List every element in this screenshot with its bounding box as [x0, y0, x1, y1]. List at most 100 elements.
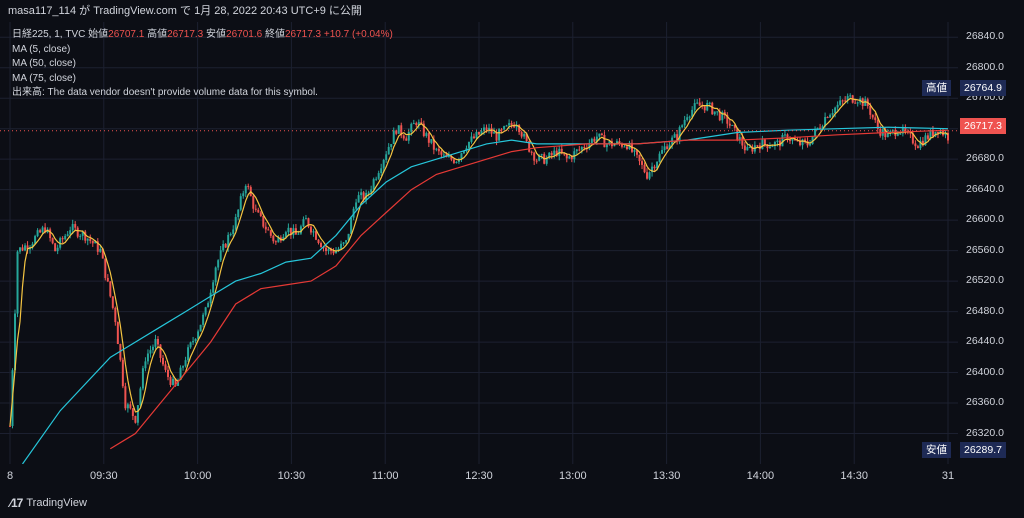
candle[interactable]: [452, 157, 455, 165]
candle[interactable]: [663, 142, 666, 153]
candle[interactable]: [425, 131, 428, 138]
candle[interactable]: [167, 365, 170, 381]
candle[interactable]: [360, 188, 363, 200]
candle[interactable]: [568, 155, 571, 160]
candle[interactable]: [844, 96, 847, 102]
candle[interactable]: [595, 132, 598, 146]
candle[interactable]: [633, 147, 636, 157]
candle[interactable]: [390, 143, 393, 151]
candle[interactable]: [54, 242, 57, 252]
candle[interactable]: [325, 245, 328, 256]
candle[interactable]: [761, 135, 764, 150]
candle[interactable]: [355, 198, 358, 211]
ma75-legend[interactable]: MA (75, close): [12, 72, 76, 84]
candle[interactable]: [131, 407, 134, 420]
ma50-line[interactable]: [22, 126, 949, 464]
candle[interactable]: [530, 150, 533, 156]
candle[interactable]: [834, 106, 837, 118]
candle[interactable]: [550, 150, 553, 159]
candle[interactable]: [947, 131, 949, 144]
candle[interactable]: [254, 204, 257, 212]
candle[interactable]: [926, 132, 929, 141]
candle[interactable]: [814, 126, 817, 140]
candle[interactable]: [309, 225, 312, 235]
candle[interactable]: [24, 243, 27, 252]
candle[interactable]: [876, 116, 879, 133]
candle[interactable]: [212, 279, 215, 294]
candle[interactable]: [164, 360, 167, 373]
candle[interactable]: [625, 145, 628, 151]
candle[interactable]: [232, 225, 235, 237]
candle[interactable]: [643, 162, 646, 174]
candle[interactable]: [651, 162, 654, 177]
candle[interactable]: [791, 137, 794, 145]
candle[interactable]: [61, 236, 64, 244]
candle[interactable]: [189, 341, 192, 349]
candle[interactable]: [172, 375, 175, 386]
candle[interactable]: [636, 149, 639, 158]
candle[interactable]: [179, 365, 182, 381]
candle[interactable]: [244, 184, 247, 198]
candle[interactable]: [317, 239, 320, 245]
candle[interactable]: [575, 148, 578, 156]
candle[interactable]: [417, 119, 420, 129]
candle[interactable]: [375, 176, 378, 181]
candle[interactable]: [19, 247, 22, 254]
candle[interactable]: [721, 110, 724, 124]
candle[interactable]: [116, 321, 119, 345]
candle[interactable]: [71, 219, 74, 235]
candle[interactable]: [440, 149, 443, 159]
candle[interactable]: [136, 404, 139, 426]
candle[interactable]: [139, 386, 142, 408]
candle[interactable]: [478, 131, 480, 136]
candle[interactable]: [79, 234, 82, 240]
candle[interactable]: [488, 123, 491, 134]
candle[interactable]: [14, 309, 17, 373]
candle[interactable]: [829, 113, 832, 118]
candle[interactable]: [465, 145, 468, 153]
candle[interactable]: [666, 143, 669, 150]
candle[interactable]: [676, 129, 679, 145]
candle[interactable]: [16, 250, 19, 318]
time-axis[interactable]: 8 09:30 10:00 10:30 11:00 12:30 13:00 13:30 14:0…: [0, 464, 958, 488]
candle[interactable]: [192, 336, 195, 345]
candle[interactable]: [36, 228, 39, 238]
candle[interactable]: [555, 147, 558, 158]
candle[interactable]: [302, 216, 305, 228]
candle[interactable]: [620, 142, 623, 149]
candle[interactable]: [648, 171, 651, 181]
candle[interactable]: [119, 343, 122, 362]
candle[interactable]: [799, 137, 802, 147]
candle[interactable]: [382, 158, 385, 173]
candle[interactable]: [535, 158, 538, 164]
candle[interactable]: [919, 136, 922, 151]
candle[interactable]: [41, 225, 44, 234]
candle[interactable]: [736, 127, 739, 142]
candle[interactable]: [247, 183, 250, 190]
candle[interactable]: [289, 227, 292, 239]
candle[interactable]: [460, 152, 463, 163]
candle[interactable]: [106, 274, 109, 283]
candle[interactable]: [819, 123, 822, 130]
candle[interactable]: [718, 108, 721, 122]
candle[interactable]: [274, 240, 277, 245]
candle[interactable]: [871, 114, 874, 120]
candle[interactable]: [849, 93, 852, 99]
candle[interactable]: [422, 120, 425, 138]
candle[interactable]: [804, 137, 807, 144]
candle[interactable]: [523, 131, 526, 139]
candle[interactable]: [224, 242, 227, 249]
candle[interactable]: [846, 93, 849, 104]
candle[interactable]: [738, 133, 741, 144]
candle[interactable]: [161, 354, 164, 367]
candle[interactable]: [229, 232, 232, 237]
candle[interactable]: [76, 226, 79, 239]
candle[interactable]: [89, 234, 92, 244]
candle[interactable]: [901, 124, 904, 137]
candle[interactable]: [821, 124, 824, 129]
candle[interactable]: [831, 109, 834, 118]
candle[interactable]: [294, 224, 297, 235]
candle[interactable]: [646, 168, 649, 180]
candle[interactable]: [914, 140, 917, 150]
candle[interactable]: [503, 125, 506, 131]
